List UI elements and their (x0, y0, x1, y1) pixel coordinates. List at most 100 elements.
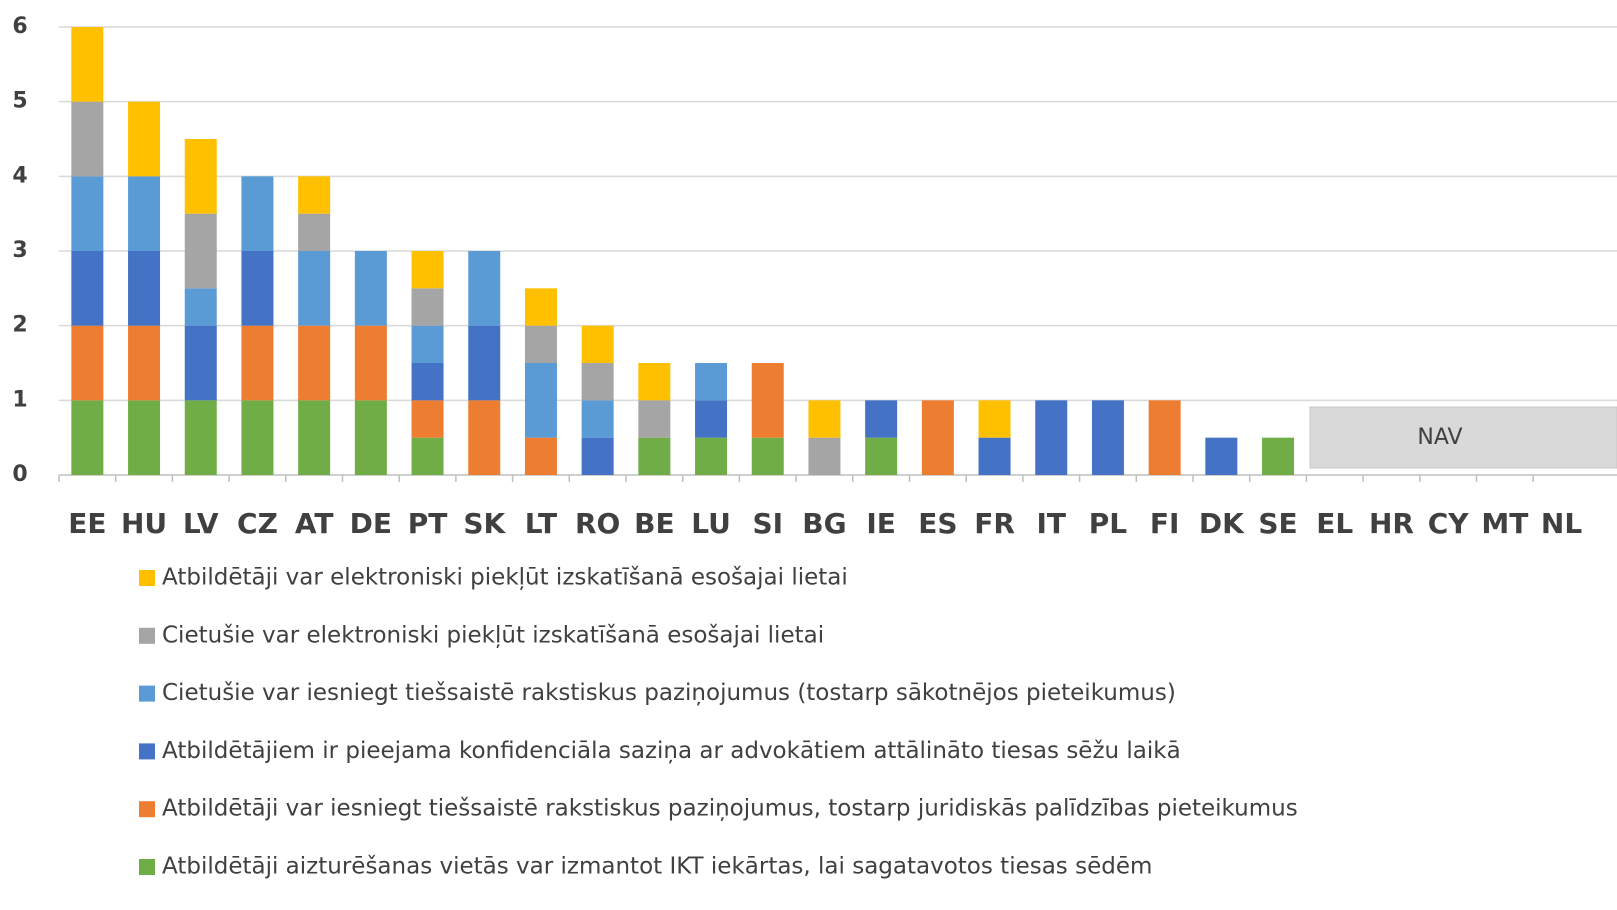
bar-segment (184, 400, 217, 475)
x-tick-label: SE (1258, 507, 1297, 540)
bar-segment (581, 325, 614, 363)
x-tick-label: DK (1199, 507, 1245, 540)
y-tick-label: 3 (12, 238, 27, 263)
bar-segment (524, 363, 557, 438)
x-tick-label: IE (866, 507, 896, 540)
bar-segment (71, 325, 104, 401)
legend-marker (139, 685, 155, 702)
bar-segment (241, 325, 274, 401)
bar-segment (1205, 437, 1238, 475)
x-tick-label: PL (1089, 507, 1128, 540)
bar-segment (71, 101, 104, 177)
x-tick-label: BG (802, 507, 846, 540)
bar-segment (921, 400, 954, 475)
legend-label: Cietušie var iesniegt tiešsaistē rakstis… (162, 680, 1176, 706)
bar-segment (808, 437, 841, 475)
bar-segment (241, 176, 274, 251)
bar-segment (298, 213, 331, 251)
bar-segment (751, 437, 784, 475)
bar-segment (1091, 400, 1124, 475)
bar-segment (524, 325, 557, 363)
x-tick-label: LT (525, 507, 557, 540)
bar-segment (411, 251, 444, 289)
bar-segment (128, 400, 161, 475)
bar-segment (298, 251, 331, 326)
x-tick-label: PT (408, 507, 448, 540)
bar-segment (184, 325, 217, 401)
bar-segment (1035, 400, 1068, 475)
x-tick-label: DE (350, 507, 392, 540)
bar-segment (638, 400, 671, 438)
bar-segment (524, 288, 557, 326)
bar-segment (411, 437, 444, 475)
bar-segment (468, 400, 501, 475)
bar-segment (865, 400, 898, 438)
bar-segment (865, 437, 898, 475)
bar-segment (241, 251, 274, 326)
bar-segment (71, 176, 104, 251)
y-tick-label: 6 (12, 14, 27, 39)
x-tick-label: HR (1369, 507, 1414, 540)
x-tick-label: LV (183, 507, 219, 540)
bar-segment (1148, 400, 1181, 475)
x-tick-label: IT (1036, 507, 1066, 540)
y-tick-label: 0 (12, 462, 27, 487)
bar-segment (71, 251, 104, 326)
x-tick-label: SK (463, 507, 506, 540)
x-tick-label: CY (1428, 507, 1470, 540)
legend-label: Atbildētāji var iesniegt tiešsaistē raks… (162, 796, 1298, 822)
legend-marker (139, 570, 155, 586)
bar-segment (354, 251, 387, 326)
bar-segment (638, 363, 671, 401)
bar-segment (581, 400, 614, 438)
bar-segment (71, 400, 104, 475)
bar-segment (128, 101, 161, 177)
annotation: NAV (1417, 425, 1462, 450)
bar-segment (468, 325, 501, 401)
x-tick-label: SI (752, 507, 783, 540)
y-tick-label: 2 (12, 313, 27, 338)
x-tick-label: FR (974, 507, 1015, 540)
legend-label: Atbildētāji var elektroniski piekļūt izs… (162, 565, 848, 591)
bar-segment (184, 139, 217, 214)
bar-segment (298, 325, 331, 401)
y-tick-label: 1 (12, 387, 27, 412)
x-tick-label: BE (634, 507, 674, 540)
x-tick-label: ES (918, 507, 957, 540)
bar-segment (411, 363, 444, 401)
bar-segment (298, 176, 331, 214)
bar-segment (128, 176, 161, 251)
legend-marker (139, 859, 155, 875)
legend-marker (139, 743, 155, 760)
x-tick-label: EE (68, 507, 106, 540)
bar-segment (411, 400, 444, 438)
bar-segment (695, 363, 728, 401)
bar-segment (1262, 437, 1295, 475)
x-tick-label: FI (1150, 507, 1180, 540)
legend-label: Atbildētāji aizturēšanas vietās var izma… (162, 854, 1152, 880)
bar-segment (524, 437, 557, 475)
bar-segment (354, 325, 387, 401)
bar-segment (468, 251, 501, 326)
bar-segment (241, 400, 274, 475)
y-tick-label: 5 (12, 89, 27, 114)
x-tick-label: CZ (237, 507, 278, 540)
bar-segment (71, 27, 104, 102)
bar-segment (978, 437, 1011, 475)
bar-segment (695, 400, 728, 438)
bar-segment (128, 325, 161, 401)
nav-box (1309, 406, 1617, 469)
x-tick-label: HU (121, 507, 167, 540)
bar-segment (581, 363, 614, 401)
x-tick-label: MT (1481, 507, 1528, 540)
x-tick-label: AT (295, 507, 334, 540)
bar-segment (354, 400, 387, 475)
bar-segment (581, 437, 614, 475)
bar-segment (184, 288, 217, 326)
bar-segment (411, 325, 444, 363)
bar-segment (184, 213, 217, 289)
legend-label: Cietušie var elektroniski piekļūt izskat… (162, 622, 824, 648)
legend-marker (139, 627, 155, 644)
bar-segment (978, 400, 1011, 438)
